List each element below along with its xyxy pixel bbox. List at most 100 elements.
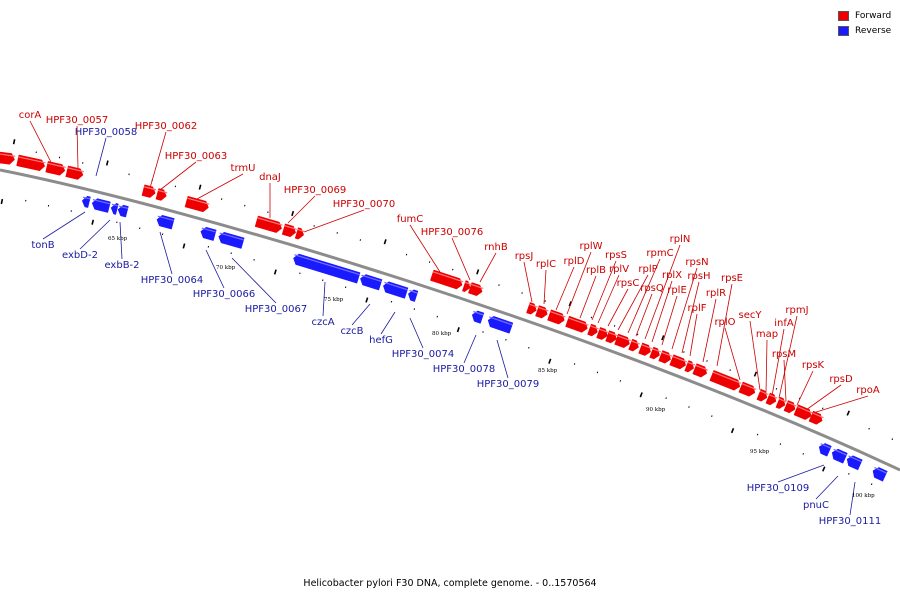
forward-gene-1 <box>16 154 46 172</box>
forward-gene-leader-hpf30-0057 <box>76 125 79 169</box>
forward-gene-shade-9 <box>297 229 305 233</box>
tick-upper-8 <box>12 139 16 145</box>
reverse-gene-shade-0 <box>82 196 91 200</box>
tick-upper-698 <box>706 360 708 362</box>
reverse-gene-shade-12 <box>489 316 513 326</box>
forward-gene-20 <box>614 333 630 349</box>
forward-gene-leader-rpld <box>555 266 575 311</box>
reverse-gene-leader-hpf30-0067 <box>231 257 277 304</box>
forward-gene-35 <box>808 410 823 425</box>
forward-gene-label-hpf30-0062: HPF30_0062 <box>135 121 197 132</box>
tick-upper-376 <box>383 239 387 245</box>
reverse-gene-label-exbd-2: exbD-2 <box>62 250 98 261</box>
reverse-gene-shade-2 <box>111 203 119 207</box>
kbp-label-80-kbp: 80 kbp <box>432 331 452 337</box>
forward-gene-label-rplp: rplP <box>638 264 657 275</box>
tick-lower-859 <box>848 472 850 475</box>
reverse-gene-label-hpf30-0079: HPF30_0079 <box>477 379 539 390</box>
forward-gene-28 <box>709 370 741 391</box>
tick-lower-376 <box>365 297 369 303</box>
reverse-gene-shade-9 <box>384 281 408 291</box>
forward-gene-label-rpsd: rpsD <box>829 374 853 385</box>
forward-gene-shade-31 <box>769 394 778 399</box>
tick-upper-192 <box>198 184 202 190</box>
forward-gene-shade-33 <box>787 401 797 407</box>
forward-gene-shade-20 <box>617 335 631 342</box>
reverse-gene-label-hpf30-0066: HPF30_0066 <box>193 289 255 300</box>
tick-upper-100 <box>105 160 109 166</box>
forward-gene-leader-rpsj <box>523 261 533 303</box>
kbp-label-100-kbp: 100 kbp <box>852 493 875 499</box>
forward-gene-leader-rpsq <box>635 293 653 337</box>
forward-gene-label-rnhb: rnhB <box>484 242 508 253</box>
reverse-gene-label-hpf30-0111: HPF30_0111 <box>819 516 881 527</box>
forward-gene-leader-secy <box>749 320 761 391</box>
tick-lower-652 <box>639 392 643 398</box>
forward-gene-leader-rpsc <box>607 288 629 327</box>
forward-gene-shade-8 <box>284 225 297 230</box>
legend-forward-label: Forward <box>855 10 892 21</box>
reverse-gene-shade-11 <box>473 310 484 316</box>
forward-gene-leader-rplf <box>689 313 698 357</box>
legend-forward: Forward <box>838 8 891 23</box>
forward-gene-label-rplw: rplW <box>579 241 602 252</box>
reverse-gene-leader-exbd-2 <box>79 219 111 250</box>
reverse-gene-14 <box>831 448 848 464</box>
forward-gene-15 <box>547 309 565 325</box>
tick-upper-675 <box>683 351 685 353</box>
forward-gene-0 <box>0 151 15 165</box>
reverse-gene-leader-hpf30-0078 <box>463 334 477 364</box>
reverse-gene-shade-3 <box>118 205 129 209</box>
forward-gene-label-rplf: rplF <box>688 303 707 314</box>
forward-gene-label-rpld: rplD <box>564 256 585 267</box>
forward-gene-5 <box>155 188 167 201</box>
forward-gene-leader-rpss <box>591 260 617 321</box>
forward-gene-31 <box>765 392 777 406</box>
forward-gene-shade-15 <box>550 311 566 318</box>
reverse-gene-6 <box>218 231 245 249</box>
forward-gene-7 <box>254 215 282 233</box>
forward-gene-25 <box>669 354 686 370</box>
forward-gene-label-rple: rplE <box>667 285 687 296</box>
reverse-gene-label-hpf30-0078: HPF30_0078 <box>433 364 495 375</box>
forward-gene-label-rpss: rpsS <box>605 250 627 261</box>
reverse-gene-label-hpf30-0074: HPF30_0074 <box>392 349 454 360</box>
forward-gene-label-fumc: fumC <box>397 214 424 225</box>
reverse-gene-shade-14 <box>833 448 847 456</box>
tick-lower-790 <box>779 443 782 446</box>
forward-gene-shade-13 <box>529 303 538 308</box>
tick-upper-468 <box>476 269 480 275</box>
forward-gene-leader-rpsn <box>671 267 698 350</box>
forward-gene-label-rpse: rpsE <box>721 273 743 284</box>
reverse-gene-shade-6 <box>219 232 244 241</box>
forward-gene-shade-7 <box>257 217 283 226</box>
forward-gene-leader-rple <box>661 295 678 346</box>
reverse-gene-5 <box>200 226 217 241</box>
forward-gene-shade-19 <box>608 331 618 337</box>
forward-gene-leader-rpmj <box>778 315 798 399</box>
forward-gene-leader-rplb <box>579 275 597 319</box>
reverse-gene-16 <box>872 467 888 482</box>
forward-gene-leader-hpf30-0063 <box>159 161 197 191</box>
tick-upper-767 <box>775 387 778 390</box>
tick-upper-652 <box>661 335 665 341</box>
tick-upper-882 <box>891 438 894 441</box>
caption: Helicobacter pylori F30 DNA, complete ge… <box>303 578 597 589</box>
tick-upper-284 <box>291 210 295 217</box>
forward-gene-leader-rpln <box>644 244 681 340</box>
forward-gene-24 <box>658 350 671 364</box>
forward-gene-19 <box>605 330 617 344</box>
forward-gene-label-hpf30-0069: HPF30_0069 <box>284 185 346 196</box>
forward-gene-14 <box>535 305 548 319</box>
tick-upper-859 <box>868 427 870 430</box>
forward-gene-label-rpln: rplN <box>670 234 691 245</box>
tick-lower-8 <box>0 198 4 205</box>
forward-gene-30 <box>756 388 768 402</box>
reverse-gene-shade-7 <box>294 254 360 276</box>
reverse-gene-label-exbb-2: exbB-2 <box>104 260 139 271</box>
forward-gene-shade-29 <box>741 383 757 391</box>
forward-gene-label-rpmc: rpmC <box>646 248 673 259</box>
reverse-gene-4 <box>156 214 175 230</box>
kbp-label-90-kbp: 90 kbp <box>646 407 666 413</box>
tick-lower-698 <box>688 406 690 408</box>
